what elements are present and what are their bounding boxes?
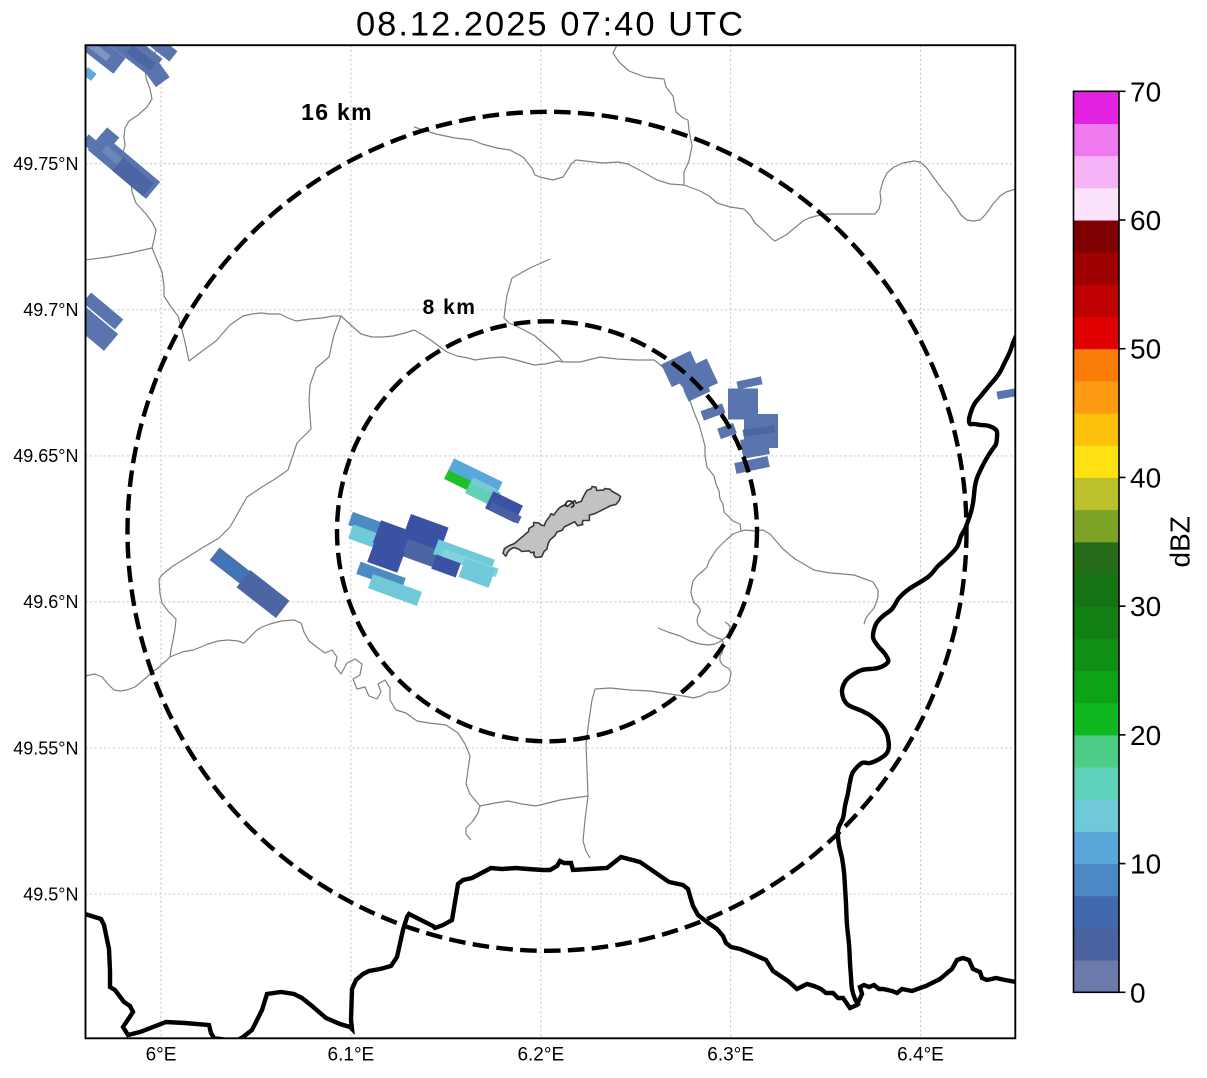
svg-text:49.7°N: 49.7°N <box>23 300 78 320</box>
svg-text:49.55°N: 49.55°N <box>13 738 78 758</box>
svg-text:30: 30 <box>1130 591 1161 622</box>
svg-text:49.6°N: 49.6°N <box>23 592 78 612</box>
svg-text:6.3°E: 6.3°E <box>707 1045 754 1066</box>
svg-text:60: 60 <box>1130 205 1161 236</box>
svg-text:20: 20 <box>1130 720 1161 751</box>
svg-text:70: 70 <box>1130 76 1161 107</box>
svg-text:0: 0 <box>1130 977 1146 1008</box>
svg-text:6.1°E: 6.1°E <box>328 1045 375 1066</box>
svg-text:6°E: 6°E <box>146 1045 177 1066</box>
svg-text:6.2°E: 6.2°E <box>517 1045 564 1066</box>
svg-text:16 km: 16 km <box>301 99 373 125</box>
svg-text:8 km: 8 km <box>423 296 477 319</box>
svg-text:40: 40 <box>1130 462 1161 493</box>
svg-text:6.4°E: 6.4°E <box>897 1045 944 1066</box>
svg-text:49.75°N: 49.75°N <box>13 154 78 174</box>
svg-text:08.12.2025 07:40 UTC: 08.12.2025 07:40 UTC <box>356 6 745 44</box>
svg-text:49.65°N: 49.65°N <box>13 446 78 466</box>
svg-text:dBZ: dBZ <box>1165 516 1196 567</box>
svg-text:10: 10 <box>1130 849 1161 880</box>
svg-text:49.5°N: 49.5°N <box>23 884 78 904</box>
svg-text:50: 50 <box>1130 334 1161 365</box>
